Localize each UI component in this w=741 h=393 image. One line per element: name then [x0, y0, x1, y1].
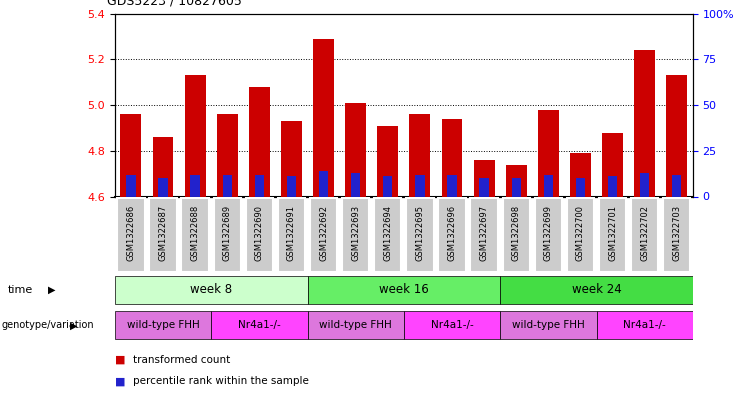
- Bar: [345, 103, 366, 196]
- FancyBboxPatch shape: [150, 198, 176, 272]
- Text: week 16: week 16: [379, 283, 429, 296]
- Text: ▶: ▶: [70, 320, 78, 331]
- FancyBboxPatch shape: [597, 311, 693, 339]
- FancyBboxPatch shape: [404, 311, 500, 339]
- Text: Nr4a1-/-: Nr4a1-/-: [623, 320, 666, 330]
- FancyBboxPatch shape: [567, 198, 594, 272]
- Bar: [287, 176, 296, 196]
- Bar: [608, 176, 617, 196]
- Text: GSM1322700: GSM1322700: [576, 205, 585, 261]
- FancyBboxPatch shape: [406, 198, 433, 272]
- Text: GSM1322698: GSM1322698: [512, 205, 521, 261]
- Bar: [351, 173, 360, 196]
- FancyBboxPatch shape: [117, 198, 144, 272]
- Text: Nr4a1-/-: Nr4a1-/-: [238, 320, 281, 330]
- Text: GSM1322699: GSM1322699: [544, 205, 553, 261]
- Text: ■: ■: [115, 376, 125, 386]
- Bar: [442, 119, 462, 196]
- Bar: [634, 50, 655, 196]
- Text: transformed count: transformed count: [133, 354, 230, 365]
- Bar: [126, 174, 136, 196]
- FancyBboxPatch shape: [308, 276, 500, 304]
- Text: GSM1322691: GSM1322691: [287, 205, 296, 261]
- FancyBboxPatch shape: [471, 198, 498, 272]
- Text: GSM1322687: GSM1322687: [159, 205, 167, 261]
- Bar: [185, 75, 205, 196]
- Bar: [153, 137, 173, 196]
- Bar: [217, 114, 238, 196]
- FancyBboxPatch shape: [439, 198, 465, 272]
- Text: GSM1322686: GSM1322686: [127, 205, 136, 261]
- Text: ■: ■: [115, 354, 125, 365]
- FancyBboxPatch shape: [599, 198, 626, 272]
- Text: wild-type FHH: wild-type FHH: [127, 320, 199, 330]
- Text: GDS5223 / 10827605: GDS5223 / 10827605: [107, 0, 242, 8]
- Bar: [538, 110, 559, 196]
- Bar: [511, 178, 521, 196]
- Text: week 8: week 8: [190, 283, 232, 296]
- Bar: [473, 160, 494, 196]
- Bar: [544, 174, 553, 196]
- Bar: [506, 165, 527, 196]
- Bar: [121, 114, 142, 196]
- Text: Nr4a1-/-: Nr4a1-/-: [431, 320, 473, 330]
- Text: GSM1322694: GSM1322694: [383, 205, 392, 261]
- FancyBboxPatch shape: [631, 198, 658, 272]
- Text: GSM1322690: GSM1322690: [255, 205, 264, 261]
- Text: week 24: week 24: [571, 283, 622, 296]
- Text: GSM1322695: GSM1322695: [416, 205, 425, 261]
- FancyBboxPatch shape: [500, 276, 693, 304]
- FancyBboxPatch shape: [278, 198, 305, 272]
- Text: percentile rank within the sample: percentile rank within the sample: [133, 376, 309, 386]
- Text: GSM1322702: GSM1322702: [640, 205, 649, 261]
- FancyBboxPatch shape: [115, 276, 308, 304]
- Bar: [249, 87, 270, 196]
- FancyBboxPatch shape: [500, 311, 597, 339]
- Bar: [313, 39, 334, 197]
- FancyBboxPatch shape: [310, 198, 337, 272]
- Bar: [222, 174, 232, 196]
- Bar: [666, 75, 687, 196]
- Bar: [159, 178, 167, 196]
- FancyBboxPatch shape: [663, 198, 691, 272]
- FancyBboxPatch shape: [308, 311, 404, 339]
- Text: ▶: ▶: [48, 285, 56, 295]
- Bar: [383, 176, 393, 196]
- Bar: [415, 174, 425, 196]
- Text: wild-type FHH: wild-type FHH: [512, 320, 585, 330]
- Bar: [377, 126, 398, 196]
- FancyBboxPatch shape: [211, 311, 308, 339]
- Bar: [576, 178, 585, 196]
- Text: GSM1322697: GSM1322697: [479, 205, 488, 261]
- Bar: [410, 114, 431, 196]
- Text: GSM1322688: GSM1322688: [190, 205, 199, 261]
- FancyBboxPatch shape: [115, 311, 211, 339]
- Bar: [570, 153, 591, 196]
- FancyBboxPatch shape: [502, 198, 530, 272]
- Bar: [281, 121, 302, 196]
- Text: genotype/variation: genotype/variation: [1, 320, 94, 331]
- Text: GSM1322696: GSM1322696: [448, 205, 456, 261]
- Text: GSM1322693: GSM1322693: [351, 205, 360, 261]
- Text: GSM1322692: GSM1322692: [319, 205, 328, 261]
- Bar: [602, 132, 623, 196]
- Bar: [319, 171, 328, 196]
- Bar: [672, 174, 682, 196]
- Bar: [190, 174, 200, 196]
- FancyBboxPatch shape: [182, 198, 209, 272]
- FancyBboxPatch shape: [246, 198, 273, 272]
- FancyBboxPatch shape: [374, 198, 402, 272]
- FancyBboxPatch shape: [535, 198, 562, 272]
- Text: wild-type FHH: wild-type FHH: [319, 320, 392, 330]
- FancyBboxPatch shape: [342, 198, 369, 272]
- Bar: [479, 178, 489, 196]
- Bar: [448, 174, 456, 196]
- Text: time: time: [7, 285, 33, 295]
- Text: GSM1322703: GSM1322703: [672, 205, 681, 261]
- Bar: [640, 173, 649, 196]
- Text: GSM1322689: GSM1322689: [223, 205, 232, 261]
- Text: GSM1322701: GSM1322701: [608, 205, 617, 261]
- FancyBboxPatch shape: [213, 198, 241, 272]
- Bar: [255, 174, 264, 196]
